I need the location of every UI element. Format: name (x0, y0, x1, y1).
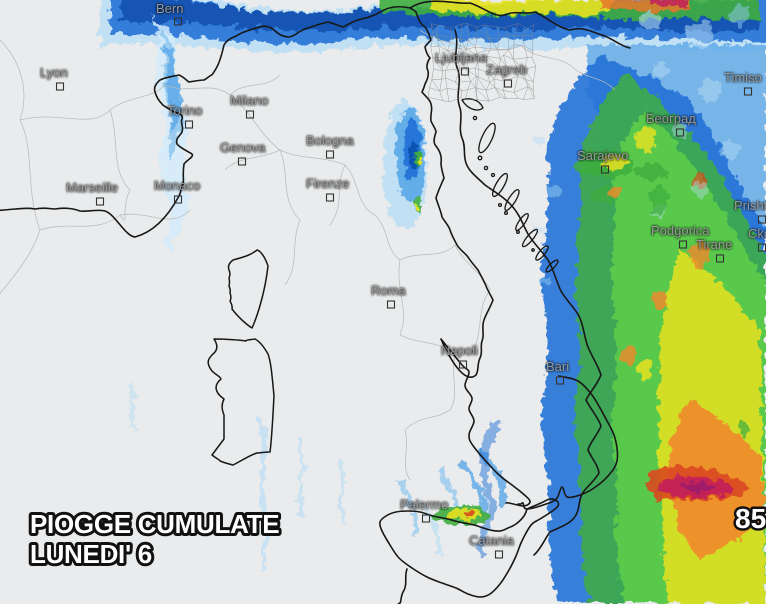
svg-text:Tirane: Tirane (696, 237, 732, 252)
svg-text:Bern: Bern (156, 1, 183, 16)
svg-text:Firenze: Firenze (306, 176, 349, 191)
svg-text:Catania: Catania (469, 533, 515, 548)
svg-text:Napoli: Napoli (441, 343, 478, 358)
svg-text:Timiso: Timiso (724, 70, 762, 85)
svg-text:Cko: Cko (748, 226, 766, 241)
svg-text:Bari: Bari (546, 359, 569, 374)
svg-text:85: 85 (735, 503, 766, 534)
svg-text:Zagreb: Zagreb (486, 62, 527, 77)
svg-text:LUNEDI' 6: LUNEDI' 6 (30, 539, 152, 569)
svg-text:Ljubljana: Ljubljana (435, 50, 488, 65)
svg-text:Roma: Roma (371, 283, 406, 298)
svg-text:PIOGGE CUMULATE: PIOGGE CUMULATE (30, 509, 279, 539)
svg-text:Monaco: Monaco (154, 178, 200, 193)
svg-text:Marseille: Marseille (66, 180, 118, 195)
svg-text:Torino: Torino (167, 103, 202, 118)
svg-text:Prishti: Prishti (734, 198, 766, 213)
svg-text:Palermo: Palermo (400, 497, 448, 512)
svg-text:Milano: Milano (230, 93, 268, 108)
svg-text:Београд: Београд (646, 111, 696, 126)
svg-text:Bologna: Bologna (306, 133, 354, 148)
svg-text:Sarajevo: Sarajevo (577, 148, 628, 163)
svg-text:Lyon: Lyon (40, 65, 68, 80)
svg-text:Genova: Genova (220, 140, 266, 155)
svg-text:Podgorica: Podgorica (651, 223, 710, 238)
